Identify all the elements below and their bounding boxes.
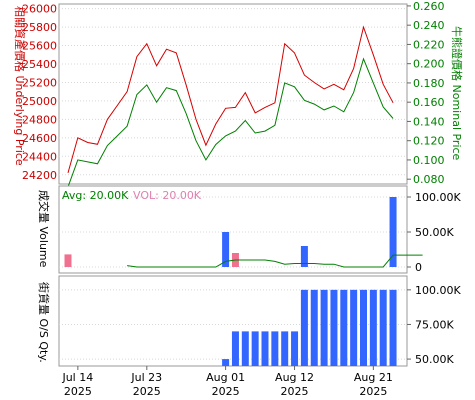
outstanding-bar — [261, 331, 269, 366]
volume-bar — [222, 232, 230, 267]
volume-tick-label: 100.00K — [415, 191, 461, 204]
outstanding-bar — [330, 289, 338, 366]
outstanding-bar — [281, 331, 289, 366]
underlying-price-tick-label: 25800 — [22, 21, 57, 34]
underlying-price-tick-label: 25200 — [22, 76, 57, 89]
outstanding-bar — [310, 289, 318, 366]
nominal-price-line — [67, 57, 394, 188]
volume-average-line-segment — [127, 254, 423, 268]
outstanding-axis: 50.00K 75.00K 100.00K — [407, 284, 461, 366]
outstanding-tick-label: 50.00K — [415, 353, 454, 366]
underlying-price-tick-label: 24600 — [22, 132, 57, 145]
date-tick-label: Aug 12 — [275, 371, 314, 384]
date-tick-label: Aug 21 — [354, 371, 393, 384]
date-tick-year: 2025 — [212, 385, 240, 398]
underlying-price-tick-label: 26000 — [22, 3, 57, 16]
nominal-price-tick-label: 0.120 — [413, 135, 445, 148]
outstanding-bar — [350, 289, 358, 366]
nominal-price-tick-label: 0.240 — [413, 19, 445, 32]
date-tick-label: Jul 14 — [61, 371, 93, 384]
outstanding-bar — [251, 331, 259, 366]
underlying-price-tick-label: 24400 — [22, 150, 57, 163]
nominal-price-tick-label: 0.260 — [413, 0, 445, 13]
volume-avg-label: Avg: 20.00K — [62, 189, 129, 202]
outstanding-bar — [320, 289, 328, 366]
date-tick-year: 2025 — [359, 385, 387, 398]
underlying-price-tick-label: 25600 — [22, 40, 57, 53]
outstanding-tick-label: 100.00K — [415, 284, 461, 297]
underlying-price-tick-label: 25400 — [22, 58, 57, 71]
date-tick-label: Jul 23 — [130, 371, 162, 384]
volume-average-line — [127, 254, 423, 268]
nominal-price-axis: 0.080 0.100 0.120 0.140 0.160 0.180 0.200 0.220… — [407, 0, 445, 186]
underlying-price-axis-title: 相關資產價格 Underlying Price — [13, 6, 27, 166]
outstanding-bar — [300, 289, 308, 366]
volume-tick-label: 0 — [415, 261, 422, 274]
price-panel-frame — [58, 3, 408, 185]
underlying-price-axis: 24200 24400 24600 24800 25000 25200 25400 25600… — [22, 3, 57, 182]
outstanding-bar — [271, 331, 279, 366]
underlying-price-tick-label: 24200 — [22, 169, 57, 182]
nominal-price-tick-label: 0.080 — [413, 173, 445, 186]
price-series — [67, 25, 394, 188]
underlying-price-line — [67, 25, 394, 174]
outstanding-axis-title: 街貨量 O/S Qty. — [37, 282, 51, 363]
price-gridlines — [59, 8, 407, 176]
nominal-price-tick-label: 0.220 — [413, 38, 445, 51]
volume-axis-title: 成交量 Volume — [37, 190, 51, 268]
outstanding-bar — [340, 289, 348, 366]
nominal-price-tick-label: 0.200 — [413, 58, 445, 71]
underlying-price-tick-label: 25000 — [22, 95, 57, 108]
volume-tick-label: 50.00K — [415, 226, 454, 239]
nominal-price-tick-label: 0.140 — [413, 115, 445, 128]
nominal-price-tick-label: 0.160 — [413, 96, 445, 109]
outstanding-bar — [222, 359, 230, 366]
date-tick-label: Aug 01 — [206, 371, 245, 384]
outstanding-bar — [389, 289, 397, 366]
outstanding-bar — [379, 289, 387, 366]
outstanding-tick-label: 75.00K — [415, 318, 454, 331]
volume-bar — [64, 254, 72, 267]
underlying-price-tick-label: 24800 — [22, 113, 57, 126]
volume-vol-label: VOL: 20.00K — [133, 189, 202, 202]
date-tick-year: 2025 — [133, 385, 161, 398]
outstanding-bar — [231, 331, 239, 366]
outstanding-bars — [222, 289, 397, 366]
outstanding-bar — [369, 289, 377, 366]
nominal-price-axis-title: 牛熊證價格 Nominal Price — [450, 26, 464, 161]
volume-bar — [300, 246, 308, 267]
volume-axis: 0 50.00K 100.00K — [407, 191, 461, 274]
nominal-price-tick-label: 0.100 — [413, 154, 445, 167]
outstanding-bar — [360, 289, 367, 366]
outstanding-bar — [241, 331, 249, 366]
date-tick-year: 2025 — [64, 385, 92, 398]
outstanding-bar — [291, 331, 299, 366]
volume-bar — [389, 197, 397, 267]
nominal-price-tick-label: 0.180 — [413, 77, 445, 90]
date-tick-year: 2025 — [281, 385, 309, 398]
